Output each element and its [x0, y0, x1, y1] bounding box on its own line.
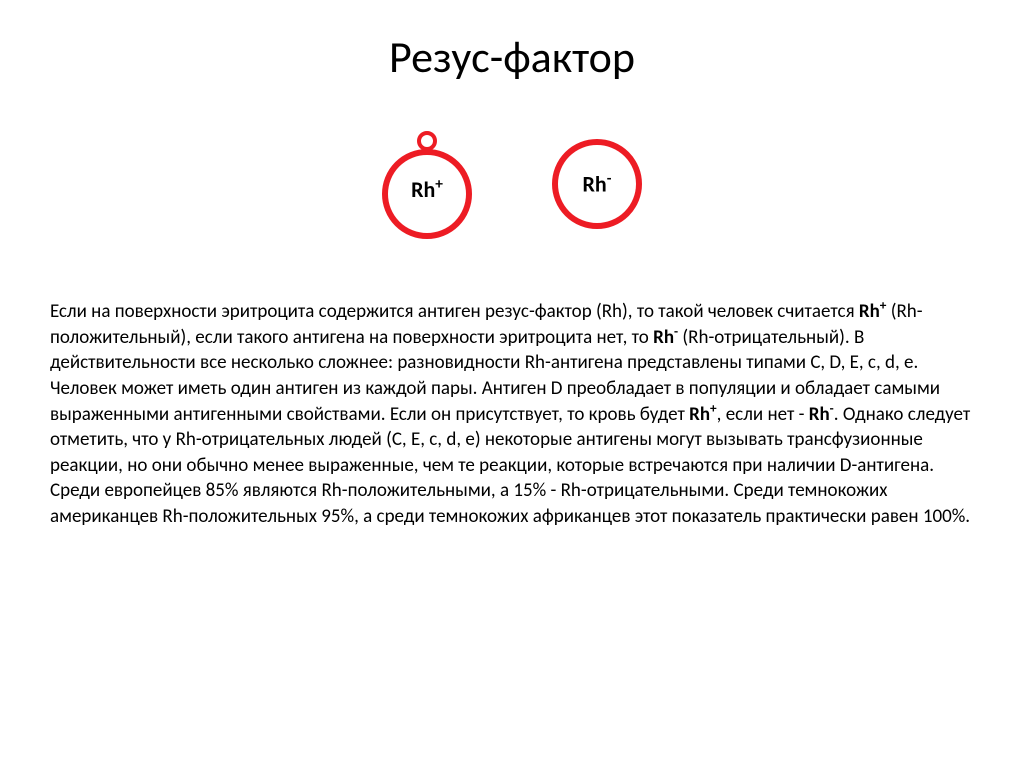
rh-negative-cell: Rh- [542, 124, 652, 244]
text-bold: Rh [689, 403, 710, 426]
text-seg: , если нет - [717, 403, 809, 426]
text-bold: Rh [653, 326, 674, 349]
text-seg: Среди европейцев 85% являются Rh-положит… [50, 479, 970, 528]
text-sup: + [710, 399, 717, 416]
text-bold: Rh [859, 300, 880, 323]
text-bold: Rh [809, 403, 830, 426]
text-seg: Если на поверхности эритроцита содержитс… [50, 300, 859, 323]
rh-neg-sup: - [607, 169, 612, 188]
rh-pos-sup: + [435, 175, 443, 194]
body-paragraph: Если на поверхности эритроцита содержитс… [50, 299, 974, 530]
rh-positive-cell: Rh+ [372, 124, 482, 244]
page-title: Резус-фактор [50, 30, 974, 84]
rh-negative-label: Rh- [583, 171, 612, 198]
rh-neg-text: Rh [583, 171, 607, 198]
rh-diagram: Rh+ Rh- [50, 124, 974, 244]
rh-pos-text: Rh [411, 176, 435, 203]
rh-positive-label: Rh+ [411, 176, 443, 203]
